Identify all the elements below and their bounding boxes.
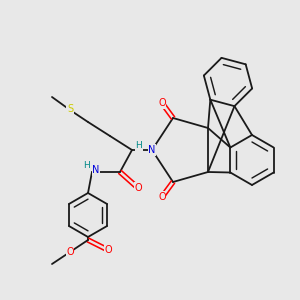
Text: O: O — [66, 247, 74, 257]
Text: N: N — [92, 165, 100, 175]
Text: H: H — [136, 142, 142, 151]
Text: S: S — [67, 104, 73, 114]
Text: N: N — [148, 145, 156, 155]
Text: O: O — [158, 98, 166, 108]
Text: O: O — [104, 245, 112, 255]
Text: O: O — [134, 183, 142, 193]
Text: H: H — [84, 160, 90, 169]
Text: O: O — [158, 192, 166, 202]
